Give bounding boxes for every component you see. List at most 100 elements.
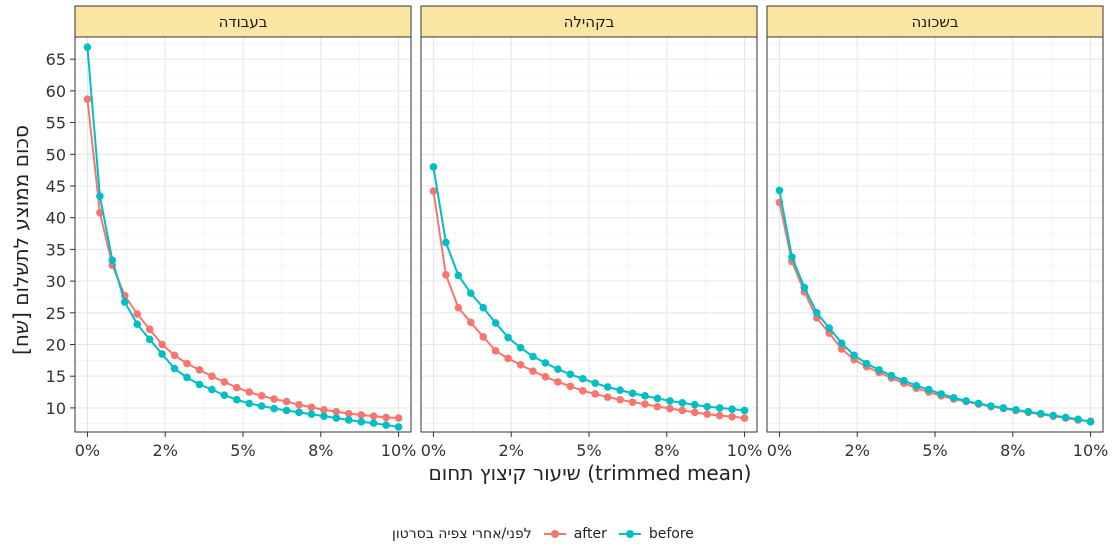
data-point-after bbox=[369, 412, 378, 420]
x-tick-label: 2% bbox=[153, 441, 178, 460]
data-point-before bbox=[295, 408, 303, 417]
data-point-before bbox=[690, 400, 699, 409]
data-point-before bbox=[715, 404, 724, 412]
data-point-before bbox=[578, 374, 587, 383]
data-point-before bbox=[875, 366, 883, 374]
data-point-after bbox=[183, 359, 191, 368]
data-point-before bbox=[666, 397, 674, 405]
data-point-after bbox=[504, 354, 512, 363]
data-point-before bbox=[491, 319, 500, 327]
data-point-before bbox=[257, 402, 266, 410]
data-point-before bbox=[949, 393, 958, 402]
x-axis-title: שיעור קיצוץ תחום (trimmed mean) bbox=[429, 461, 752, 485]
y-tick-label: 45 bbox=[46, 177, 66, 196]
data-point-after bbox=[578, 386, 587, 395]
data-point-before bbox=[183, 373, 191, 382]
data-point-before bbox=[740, 406, 749, 415]
x-tick-label: 0% bbox=[75, 441, 100, 460]
data-point-before bbox=[1061, 413, 1070, 422]
y-tick-label: 65 bbox=[46, 50, 66, 69]
data-point-before bbox=[442, 238, 450, 247]
legend-item-before: before bbox=[617, 526, 694, 542]
data-point-before bbox=[394, 423, 403, 431]
data-point-before bbox=[1049, 411, 1058, 420]
data-point-after bbox=[715, 411, 724, 420]
y-tick-label: 15 bbox=[46, 367, 66, 386]
data-point-before bbox=[987, 402, 995, 410]
data-point-before bbox=[591, 379, 600, 387]
data-point-before bbox=[479, 303, 488, 312]
data-point-after bbox=[740, 414, 749, 422]
data-point-before bbox=[344, 416, 353, 424]
data-point-before bbox=[232, 395, 241, 404]
data-point-after bbox=[320, 406, 328, 414]
data-point-before bbox=[924, 385, 933, 394]
data-point-before bbox=[429, 163, 438, 171]
x-tick-label: 10% bbox=[381, 441, 417, 460]
data-point-before bbox=[120, 298, 129, 306]
legend-item-after: after bbox=[542, 526, 607, 542]
data-point-after bbox=[195, 366, 204, 374]
data-point-after bbox=[307, 403, 316, 412]
panel-strip-title: בעבודה bbox=[219, 13, 268, 31]
data-point-before bbox=[96, 192, 104, 200]
data-point-before bbox=[1086, 418, 1095, 426]
data-point-before bbox=[541, 359, 550, 367]
data-point-after bbox=[208, 372, 216, 381]
data-point-before bbox=[812, 309, 821, 317]
data-point-before bbox=[999, 404, 1008, 412]
data-point-before bbox=[282, 406, 291, 415]
data-point-after bbox=[837, 345, 846, 353]
data-point-after bbox=[628, 398, 637, 407]
panel-1: בעבודה 0% 2% 5% 8% 10% bbox=[74, 5, 417, 460]
data-point-after bbox=[690, 408, 699, 417]
data-point-after bbox=[466, 318, 475, 327]
data-point-after bbox=[170, 351, 179, 360]
data-point-before bbox=[703, 402, 712, 411]
data-point-after bbox=[678, 406, 687, 415]
data-point-after bbox=[270, 395, 278, 403]
y-tick-label: 55 bbox=[46, 114, 66, 133]
y-tick-label: 25 bbox=[46, 304, 66, 323]
legend-key-before bbox=[617, 526, 643, 542]
data-point-before bbox=[369, 419, 378, 427]
data-point-before bbox=[1036, 409, 1045, 418]
data-point-before bbox=[1012, 406, 1020, 414]
data-point-before bbox=[529, 352, 537, 361]
data-point-before bbox=[641, 392, 649, 400]
data-point-after bbox=[295, 400, 303, 409]
data-point-before bbox=[145, 335, 154, 344]
data-point-before bbox=[900, 376, 908, 385]
data-point-after bbox=[454, 303, 463, 312]
data-point-after bbox=[653, 402, 662, 411]
x-tick-label: 5% bbox=[576, 441, 601, 460]
data-point-after bbox=[529, 367, 537, 375]
panel-3: בשכונה 0% 2% 5% 8% 10% bbox=[766, 5, 1108, 460]
panel-2: בקהילה 0% 2% 5% 8% 10% bbox=[420, 5, 762, 460]
data-point-before bbox=[245, 399, 254, 408]
data-point-after bbox=[491, 347, 500, 355]
data-point-before bbox=[466, 289, 475, 297]
data-point-before bbox=[382, 421, 390, 429]
data-point-before bbox=[912, 381, 921, 390]
panel-strip bbox=[766, 5, 1104, 38]
x-tick-label: 0% bbox=[767, 441, 792, 460]
data-point-after bbox=[429, 187, 438, 195]
y-tick-label: 40 bbox=[46, 209, 66, 228]
x-tick-label: 5% bbox=[922, 441, 947, 460]
data-point-before bbox=[332, 414, 341, 422]
data-point-after bbox=[566, 382, 575, 391]
data-point-before bbox=[357, 418, 366, 426]
data-point-before bbox=[616, 386, 624, 394]
data-point-before bbox=[195, 380, 204, 389]
data-point-before bbox=[320, 412, 328, 420]
x-tick-label: 8% bbox=[654, 441, 679, 460]
data-point-after bbox=[728, 412, 736, 421]
data-point-after bbox=[158, 340, 166, 349]
data-point-before bbox=[837, 339, 846, 348]
data-point-before bbox=[974, 399, 983, 408]
data-point-before bbox=[516, 343, 525, 352]
data-point-after bbox=[344, 409, 353, 418]
data-point-after bbox=[357, 411, 366, 419]
data-point-after bbox=[591, 390, 600, 398]
